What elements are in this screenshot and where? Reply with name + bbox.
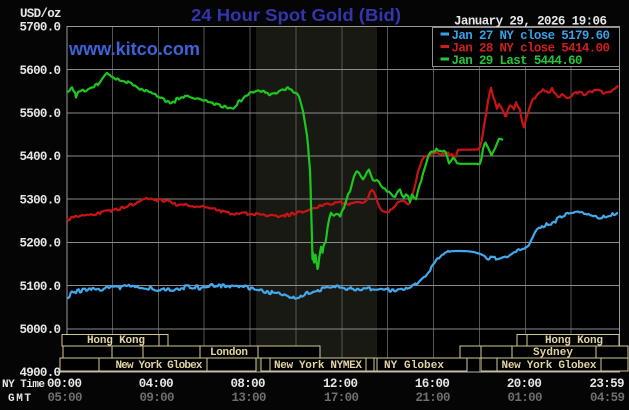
svg-text:Jan 29 Last 5444.60: Jan 29 Last 5444.60 <box>452 54 583 68</box>
svg-text:08:00: 08:00 <box>231 377 266 391</box>
svg-text:17:00: 17:00 <box>324 391 359 405</box>
svg-text:5500.0: 5500.0 <box>20 107 62 121</box>
svg-text:New York NYMEX: New York NYMEX <box>274 360 362 372</box>
svg-text:Jan 28 NY close 5414.00: Jan 28 NY close 5414.00 <box>452 42 611 56</box>
svg-text:5700.0: 5700.0 <box>20 21 62 35</box>
svg-text:4900.0: 4900.0 <box>20 366 62 380</box>
svg-text:Jan 27 NY close 5179.60: Jan 27 NY close 5179.60 <box>452 29 611 43</box>
svg-text:Hong Kong: Hong Kong <box>545 335 603 347</box>
svg-text:Hong Kong: Hong Kong <box>87 335 145 347</box>
svg-text:5400.0: 5400.0 <box>20 150 62 164</box>
svg-text:5600.0: 5600.0 <box>20 64 62 78</box>
svg-text:09:00: 09:00 <box>140 391 175 405</box>
svg-text:16:00: 16:00 <box>415 377 450 391</box>
svg-text:5200.0: 5200.0 <box>20 237 62 251</box>
svg-text:20:00: 20:00 <box>507 377 542 391</box>
svg-text:London: London <box>210 347 248 359</box>
svg-text:12:00: 12:00 <box>323 377 358 391</box>
svg-text:00:00: 00:00 <box>47 377 82 391</box>
svg-text:13:00: 13:00 <box>232 391 267 405</box>
svg-text:21:00: 21:00 <box>416 391 451 405</box>
svg-text:5100.0: 5100.0 <box>20 280 62 294</box>
svg-text:5300.0: 5300.0 <box>20 193 62 207</box>
svg-text:New York Globex: New York Globex <box>502 360 597 372</box>
svg-text:USD/oz: USD/oz <box>20 7 62 21</box>
svg-text:GMT: GMT <box>8 393 31 405</box>
svg-text:01:00: 01:00 <box>508 391 543 405</box>
svg-text:www.kitco.com: www.kitco.com <box>68 39 200 59</box>
svg-text:04:59: 04:59 <box>590 391 625 405</box>
svg-text:NY Time: NY Time <box>2 379 45 391</box>
svg-text:New York Globex: New York Globex <box>116 360 203 372</box>
svg-text:Sydney: Sydney <box>533 347 573 359</box>
svg-text:24 Hour Spot Gold (Bid): 24 Hour Spot Gold (Bid) <box>191 5 401 25</box>
svg-text:NY Globex: NY Globex <box>384 360 444 372</box>
svg-text:January 29, 2026 19:06: January 29, 2026 19:06 <box>454 15 607 29</box>
svg-text:04:00: 04:00 <box>139 377 174 391</box>
svg-text:5000.0: 5000.0 <box>20 323 62 337</box>
svg-text:05:00: 05:00 <box>48 391 83 405</box>
svg-text:23:59: 23:59 <box>590 377 625 391</box>
